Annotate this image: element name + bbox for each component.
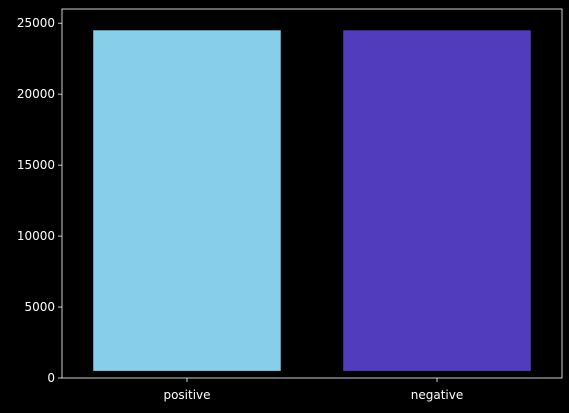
bar-positive [93,30,281,371]
bars-group [93,30,531,371]
y-tick-label: 20000 [17,87,55,101]
x-tick-label-positive: positive [163,388,210,402]
y-tick-label: 5000 [24,300,55,314]
x-axis: positive negative [163,378,463,402]
bar-negative [343,30,531,371]
x-tick-label-negative: negative [411,388,463,402]
y-tick-label: 10000 [17,229,55,243]
y-tick-label: 0 [47,371,55,385]
plot-frame [61,8,563,379]
y-tick-label: 15000 [17,158,55,172]
y-axis: 0 5000 10000 15000 20000 25000 [17,16,62,385]
y-tick-label: 25000 [17,16,55,30]
